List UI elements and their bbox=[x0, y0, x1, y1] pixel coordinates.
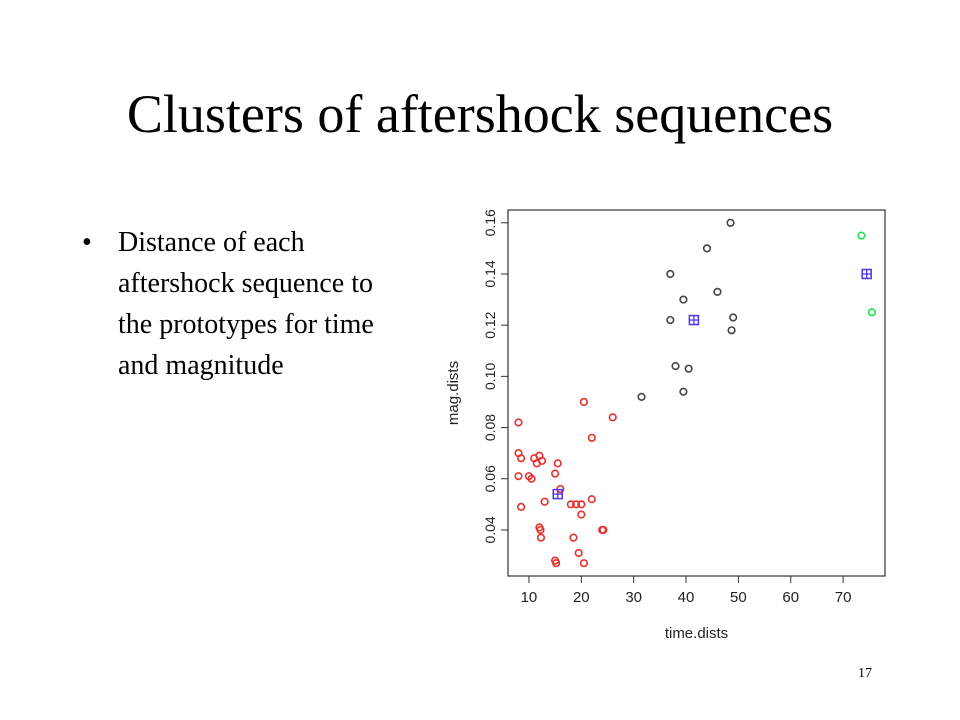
red-cluster-point bbox=[587, 495, 596, 504]
slide-title: Clusters of aftershock sequences bbox=[126, 84, 834, 144]
plot-frame bbox=[507, 209, 886, 577]
y-tick-label: 0.16 bbox=[482, 209, 498, 236]
page-number: 17 bbox=[858, 666, 872, 681]
y-tick-label: 0.08 bbox=[482, 414, 498, 441]
black-cluster-point bbox=[684, 364, 693, 373]
bullet-list: • Distance of each aftershock sequence t… bbox=[82, 222, 412, 386]
red-cluster-point bbox=[516, 454, 526, 463]
black-cluster-point bbox=[702, 244, 712, 253]
x-tick-label: 30 bbox=[625, 589, 642, 606]
red-cluster-point bbox=[514, 472, 523, 481]
x-tick-label: 10 bbox=[521, 589, 538, 606]
x-tick-label: 40 bbox=[678, 589, 695, 606]
x-tick-label: 70 bbox=[835, 589, 852, 606]
red-cluster-point bbox=[569, 533, 578, 542]
red-cluster-point bbox=[536, 533, 546, 542]
black-cluster-point bbox=[679, 387, 688, 396]
black-cluster-point bbox=[729, 313, 738, 322]
black-cluster-point bbox=[726, 218, 735, 227]
red-cluster-point bbox=[571, 500, 581, 509]
scatter-chart: 10 20 30 40 50 60 70 0.04 0.06 0.08 0.10 0.12 0.14 0.… bbox=[445, 209, 886, 642]
bullet-item: • Distance of each aftershock sequence t… bbox=[82, 222, 412, 386]
black-cluster-point bbox=[666, 315, 675, 325]
red-cluster-point bbox=[536, 525, 545, 535]
y-tick-label: 0.10 bbox=[482, 363, 498, 390]
red-cluster-point bbox=[599, 525, 608, 535]
red-cluster-point bbox=[577, 500, 586, 509]
red-cluster-point bbox=[514, 418, 523, 427]
x-axis-label: time.dists bbox=[665, 625, 728, 642]
bullet-dot: • bbox=[82, 227, 92, 258]
y-tick-label: 0.06 bbox=[482, 465, 498, 492]
black-cluster-point bbox=[679, 295, 688, 304]
green-cluster-point bbox=[857, 231, 866, 240]
green-cluster-point bbox=[867, 308, 877, 317]
red-cluster-point bbox=[527, 474, 536, 483]
red-cluster-point bbox=[553, 459, 562, 468]
y-tick-label: 0.04 bbox=[482, 516, 498, 543]
red-cluster-point bbox=[552, 559, 561, 568]
bullet-text: Distance of each aftershock sequence to … bbox=[118, 227, 374, 381]
red-cluster-point bbox=[579, 397, 589, 407]
red-cluster-point bbox=[608, 413, 617, 422]
black-cluster-point bbox=[666, 269, 675, 279]
black-cluster-point bbox=[713, 287, 722, 297]
x-tick-label: 60 bbox=[782, 589, 799, 606]
black-cluster-point bbox=[671, 362, 680, 371]
y-axis-label: mag.dists bbox=[445, 361, 462, 425]
red-cluster-point bbox=[587, 433, 596, 442]
red-cluster-point bbox=[551, 469, 560, 478]
red-cluster-point bbox=[537, 456, 547, 465]
x-tick-label: 50 bbox=[730, 589, 747, 606]
x-tick-label: 20 bbox=[573, 589, 590, 606]
red-cluster-point bbox=[566, 500, 575, 509]
y-tick-label: 0.12 bbox=[482, 311, 498, 338]
y-tick-label: 0.14 bbox=[482, 260, 498, 287]
red-cluster-point bbox=[577, 510, 586, 519]
red-cluster-point bbox=[574, 548, 583, 558]
black-cluster-point bbox=[637, 392, 646, 401]
red-cluster-point bbox=[579, 559, 589, 568]
red-cluster-point bbox=[540, 497, 549, 506]
red-cluster-point bbox=[516, 502, 526, 511]
black-cluster-point bbox=[727, 326, 736, 335]
